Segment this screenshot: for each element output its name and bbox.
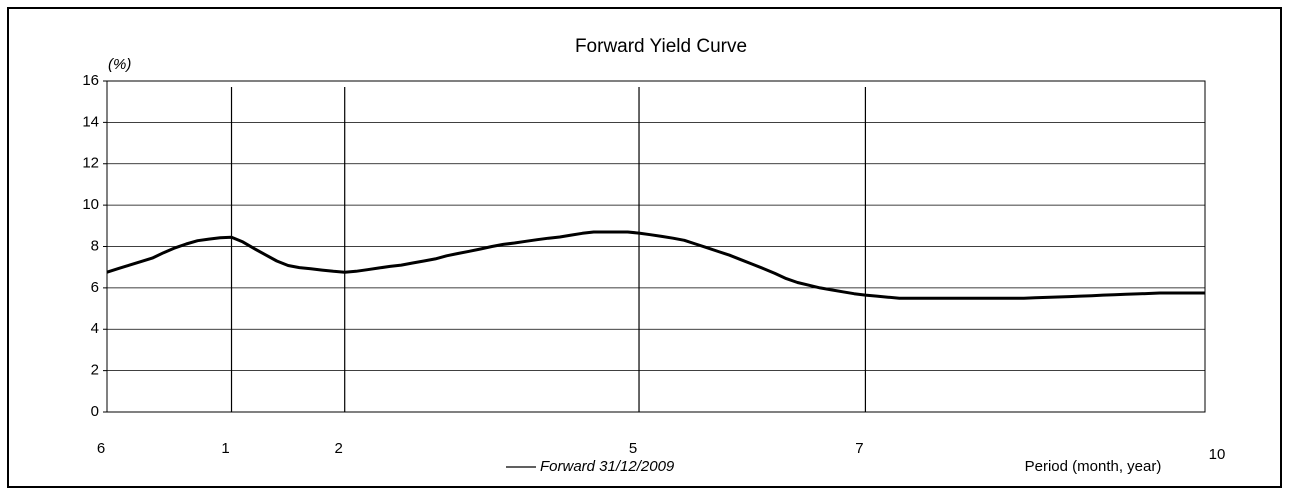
y-tick-label: 10 bbox=[82, 196, 99, 213]
y-tick-label: 12 bbox=[82, 155, 99, 172]
x-tick-label: 6 bbox=[97, 440, 105, 457]
x-tick-label: 7 bbox=[855, 440, 863, 457]
y-tick-label: 16 bbox=[82, 72, 99, 89]
x-tick-label: 5 bbox=[629, 440, 637, 457]
x-tick-label: 1 bbox=[221, 440, 229, 457]
x-axis-label: Period (month, year) bbox=[1025, 458, 1162, 475]
x-tick-label: 10 bbox=[1209, 446, 1226, 463]
x-tick-label: 2 bbox=[335, 440, 343, 457]
y-tick-label: 8 bbox=[91, 237, 99, 254]
y-tick-label: 0 bbox=[91, 403, 99, 420]
y-tick-label: 4 bbox=[91, 320, 99, 337]
y-axis-label: (%) bbox=[108, 56, 131, 73]
y-tick-label: 14 bbox=[82, 113, 99, 130]
chart-title: Forward Yield Curve bbox=[575, 36, 747, 57]
y-tick-label: 6 bbox=[91, 279, 99, 296]
frame bbox=[7, 7, 1282, 488]
y-tick-label: 2 bbox=[91, 362, 99, 379]
legend-label: Forward 31/12/2009 bbox=[540, 458, 675, 475]
line bbox=[106, 230, 1205, 300]
